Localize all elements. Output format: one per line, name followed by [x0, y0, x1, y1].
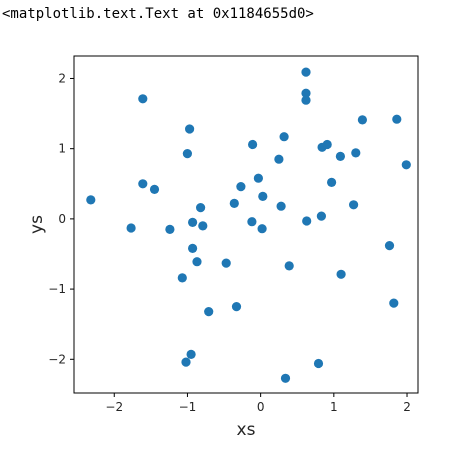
- data-point-48: [401, 160, 411, 170]
- data-point-1: [126, 223, 136, 233]
- data-point-34: [302, 216, 312, 226]
- data-point-12: [188, 217, 198, 227]
- data-point-16: [204, 307, 214, 317]
- x-axis-ticks: −2 −1 0 1 2: [105, 393, 411, 414]
- data-point-13: [192, 257, 202, 267]
- data-point-43: [351, 148, 361, 158]
- data-point-45: [384, 241, 395, 251]
- data-point-39: [327, 177, 337, 187]
- data-point-35: [313, 358, 324, 369]
- x-tick-label: 2: [403, 400, 411, 414]
- data-point-42: [349, 200, 359, 210]
- data-point-15: [198, 221, 208, 231]
- data-point-0: [86, 195, 96, 205]
- data-point-17: [221, 258, 231, 268]
- data-point-47: [392, 114, 402, 124]
- data-point-21: [247, 217, 257, 227]
- y-tick-label: −2: [48, 352, 66, 366]
- data-point-6: [177, 273, 187, 283]
- data-point-33: [301, 95, 311, 105]
- x-tick-label: 0: [257, 400, 265, 414]
- y-tick-label: 0: [58, 212, 66, 226]
- x-tick-label: −2: [105, 400, 123, 414]
- data-point-29: [280, 373, 291, 383]
- data-point-20: [236, 182, 246, 192]
- data-point-23: [253, 173, 263, 183]
- data-point-7: [181, 357, 191, 367]
- data-point-44: [357, 115, 367, 125]
- data-point-24: [257, 224, 267, 234]
- y-tick-label: 1: [58, 142, 66, 156]
- data-point-4: [149, 184, 160, 194]
- data-point-30: [284, 261, 294, 271]
- points-layer: [86, 67, 411, 383]
- data-point-9: [185, 124, 195, 134]
- output-repr-text: <matplotlib.text.Text at 0x1184655d0>: [2, 6, 314, 22]
- data-point-40: [335, 151, 345, 161]
- data-point-8: [182, 149, 192, 159]
- y-axis-ticks: −2 −1 0 1 2: [48, 71, 74, 366]
- data-point-31: [301, 67, 311, 77]
- data-point-11: [188, 243, 198, 253]
- data-point-3: [138, 179, 148, 189]
- data-point-32: [301, 88, 311, 98]
- x-tick-label: 1: [330, 400, 338, 414]
- data-point-25: [258, 191, 268, 201]
- plot-frame: [73, 55, 419, 394]
- data-point-19: [231, 302, 242, 312]
- data-point-38: [322, 139, 332, 150]
- y-tick-label: −1: [48, 282, 66, 296]
- data-point-27: [276, 201, 286, 211]
- data-point-28: [279, 132, 289, 142]
- x-axis-label: xs: [237, 420, 256, 440]
- data-point-41: [336, 269, 346, 279]
- y-tick-label: 2: [58, 71, 66, 85]
- data-point-14: [196, 203, 206, 213]
- data-point-36: [316, 211, 326, 221]
- data-point-22: [248, 139, 258, 150]
- data-point-10: [186, 349, 196, 359]
- y-axis-label: ys: [27, 215, 47, 234]
- data-point-18: [229, 198, 239, 208]
- data-point-26: [274, 154, 284, 164]
- data-point-46: [389, 298, 399, 308]
- data-point-5: [165, 224, 175, 234]
- data-point-2: [138, 94, 148, 104]
- x-tick-label: −1: [179, 400, 197, 414]
